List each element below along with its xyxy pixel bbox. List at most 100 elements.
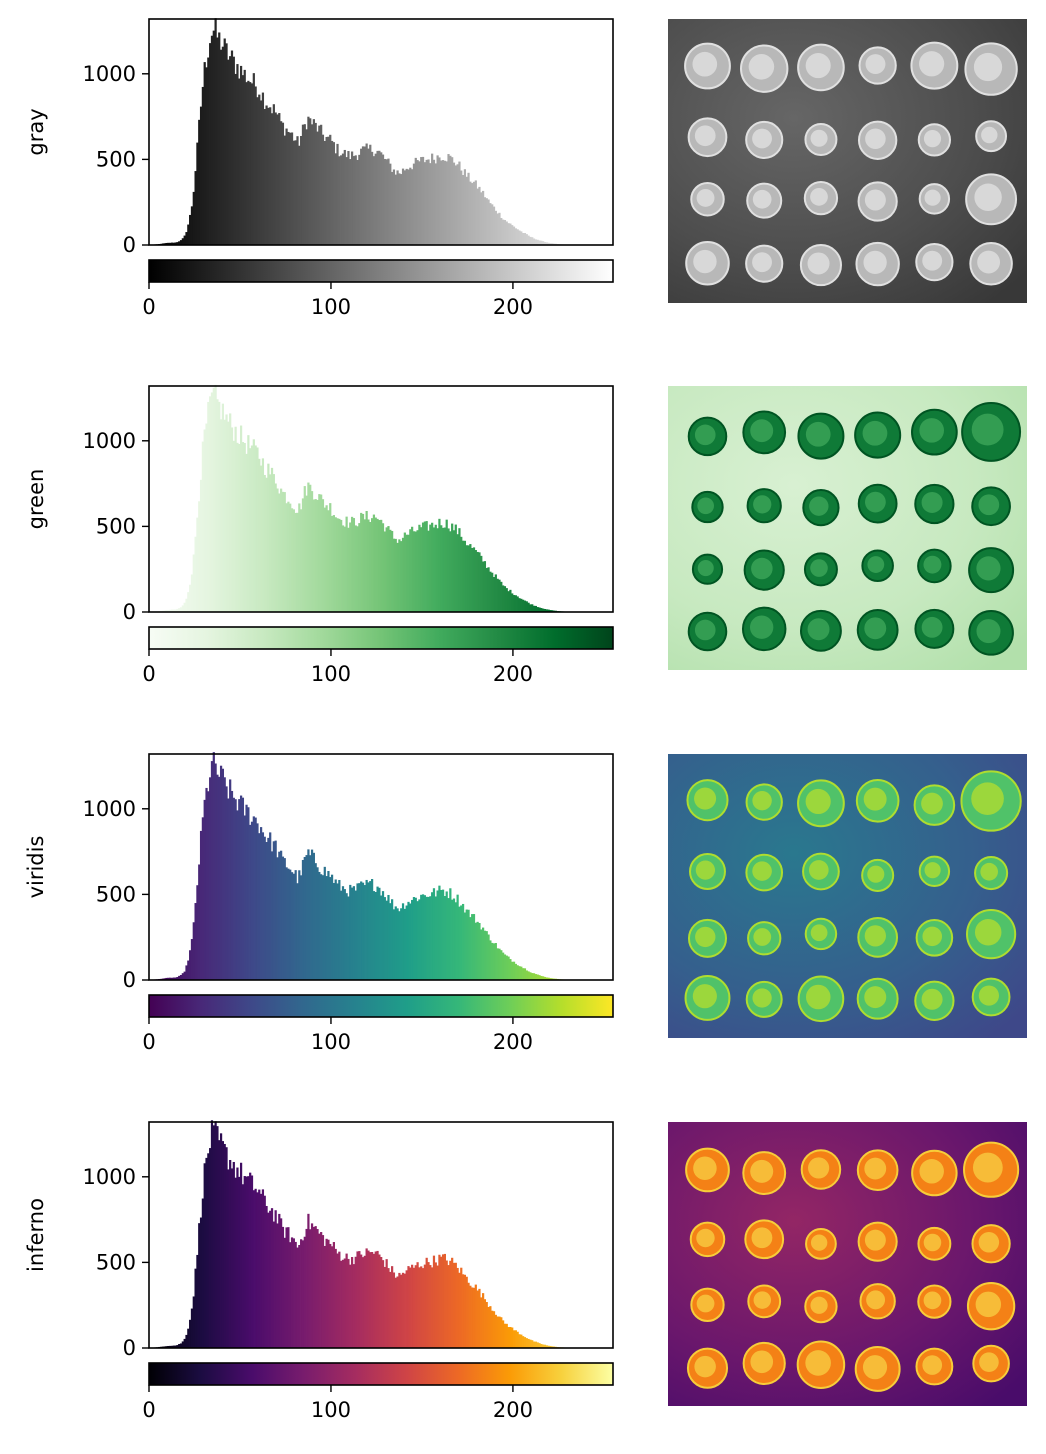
- histogram-bar: [498, 579, 501, 612]
- histogram-bar: [334, 153, 337, 245]
- histogram-bar: [192, 1296, 195, 1348]
- coin-relief: [753, 928, 772, 946]
- histogram-bar: [438, 885, 441, 980]
- histogram-bar: [425, 521, 428, 612]
- histogram-bar: [292, 873, 295, 980]
- histogram-bar: [447, 154, 450, 245]
- histogram-bar: [527, 602, 530, 612]
- coin-relief: [751, 557, 773, 580]
- histogram-bar: [511, 593, 514, 612]
- histogram-bar: [438, 1254, 441, 1348]
- histogram-bar: [505, 588, 508, 612]
- histogram-bar: [178, 975, 181, 980]
- colorbar: 0 100 200: [142, 994, 614, 1054]
- histogram-bar: [492, 577, 496, 612]
- histogram-bar: [487, 934, 490, 980]
- histogram-bar: [363, 885, 366, 980]
- coin-relief: [694, 125, 716, 147]
- histogram-bar: [349, 522, 352, 612]
- colorbar-gradient: [148, 994, 614, 1018]
- histogram-bar: [196, 885, 199, 980]
- histogram-bar: [272, 104, 275, 246]
- histogram-bar: [334, 517, 337, 612]
- histogram-bar: [230, 1168, 234, 1348]
- histogram-bar: [389, 903, 392, 980]
- histogram-bar: [522, 599, 525, 612]
- histogram-bar: [259, 1193, 263, 1348]
- histogram-bar: [381, 523, 385, 612]
- histogram-bar: [332, 515, 335, 612]
- histogram-bar: [303, 124, 306, 245]
- histogram-bar: [512, 1330, 516, 1348]
- histogram-bar: [394, 174, 397, 245]
- histogram-bar: [380, 152, 383, 245]
- histogram-bar: [212, 30, 215, 245]
- histogram-bar: [365, 510, 368, 612]
- histogram-bar: [543, 976, 547, 980]
- colorbar-tick-label: 100: [311, 1398, 351, 1422]
- panel-green: 0 500 1000 green 0 100 200: [24, 384, 1027, 686]
- colorbar-tick-label: 100: [311, 295, 351, 319]
- histogram-bar: [487, 567, 490, 612]
- coin-relief: [694, 424, 716, 446]
- histogram-bar: [341, 525, 345, 612]
- histogram-bar: [201, 441, 204, 612]
- histogram-bar: [194, 903, 197, 980]
- histogram-bar: [432, 527, 436, 612]
- histogram-bar: [380, 1256, 383, 1348]
- histogram-bar: [169, 609, 172, 612]
- histogram-bar: [300, 135, 303, 245]
- histogram-bar: [443, 1253, 446, 1348]
- histogram-bar: [454, 165, 457, 245]
- histogram-bar: [301, 124, 305, 245]
- histogram-bar: [194, 171, 197, 245]
- coin-relief: [866, 1290, 886, 1310]
- histogram-bar: [347, 896, 350, 980]
- histogram-bar: [354, 525, 357, 612]
- coin-relief: [808, 1157, 830, 1179]
- histogram-bar: [205, 423, 208, 612]
- coin-relief: [864, 617, 887, 640]
- histogram-bar: [314, 1226, 317, 1348]
- histogram-bar: [474, 922, 477, 980]
- histogram-bar: [411, 1264, 414, 1348]
- histogram-bar: [454, 524, 457, 612]
- histogram-bar: [281, 122, 285, 245]
- histogram-bar: [247, 807, 250, 980]
- histogram-bar: [330, 874, 334, 980]
- histogram-bar: [347, 527, 350, 612]
- histogram-bar: [278, 113, 281, 246]
- histogram-bar: [425, 896, 428, 980]
- histogram-bar: [532, 238, 536, 245]
- histogram-bar: [527, 235, 530, 245]
- histogram-bar: [492, 943, 496, 980]
- histogram-bar: [292, 140, 295, 245]
- histogram-bar: [281, 1226, 285, 1348]
- histogram-bar: [245, 82, 248, 245]
- histogram-bar: [216, 1126, 219, 1348]
- colorbar-gradient: [148, 259, 614, 283]
- histogram-bar: [249, 82, 252, 245]
- coin-relief: [979, 1352, 999, 1372]
- coin-relief: [808, 860, 829, 880]
- histogram-bar: [511, 225, 514, 245]
- histogram-bar: [374, 153, 377, 245]
- histogram-bars: [149, 752, 587, 980]
- histogram-bar: [436, 155, 439, 245]
- coin-relief: [807, 252, 830, 275]
- histogram-bar: [507, 1327, 510, 1348]
- histogram-bar: [549, 978, 552, 980]
- histogram-bar: [374, 517, 377, 612]
- coin-relief: [974, 918, 1002, 946]
- histogram-bar: [229, 779, 232, 980]
- histogram-bar: [334, 879, 337, 980]
- histogram-bar: [163, 243, 166, 245]
- histogram-bar: [525, 1338, 528, 1348]
- histogram-bar: [192, 922, 195, 980]
- histogram-bar: [460, 905, 463, 980]
- histogram-bar: [225, 414, 228, 612]
- histogram-bar: [403, 532, 406, 612]
- histogram-bar: [363, 1255, 366, 1348]
- histogram-bar: [481, 927, 485, 980]
- histogram-bar: [369, 1252, 372, 1348]
